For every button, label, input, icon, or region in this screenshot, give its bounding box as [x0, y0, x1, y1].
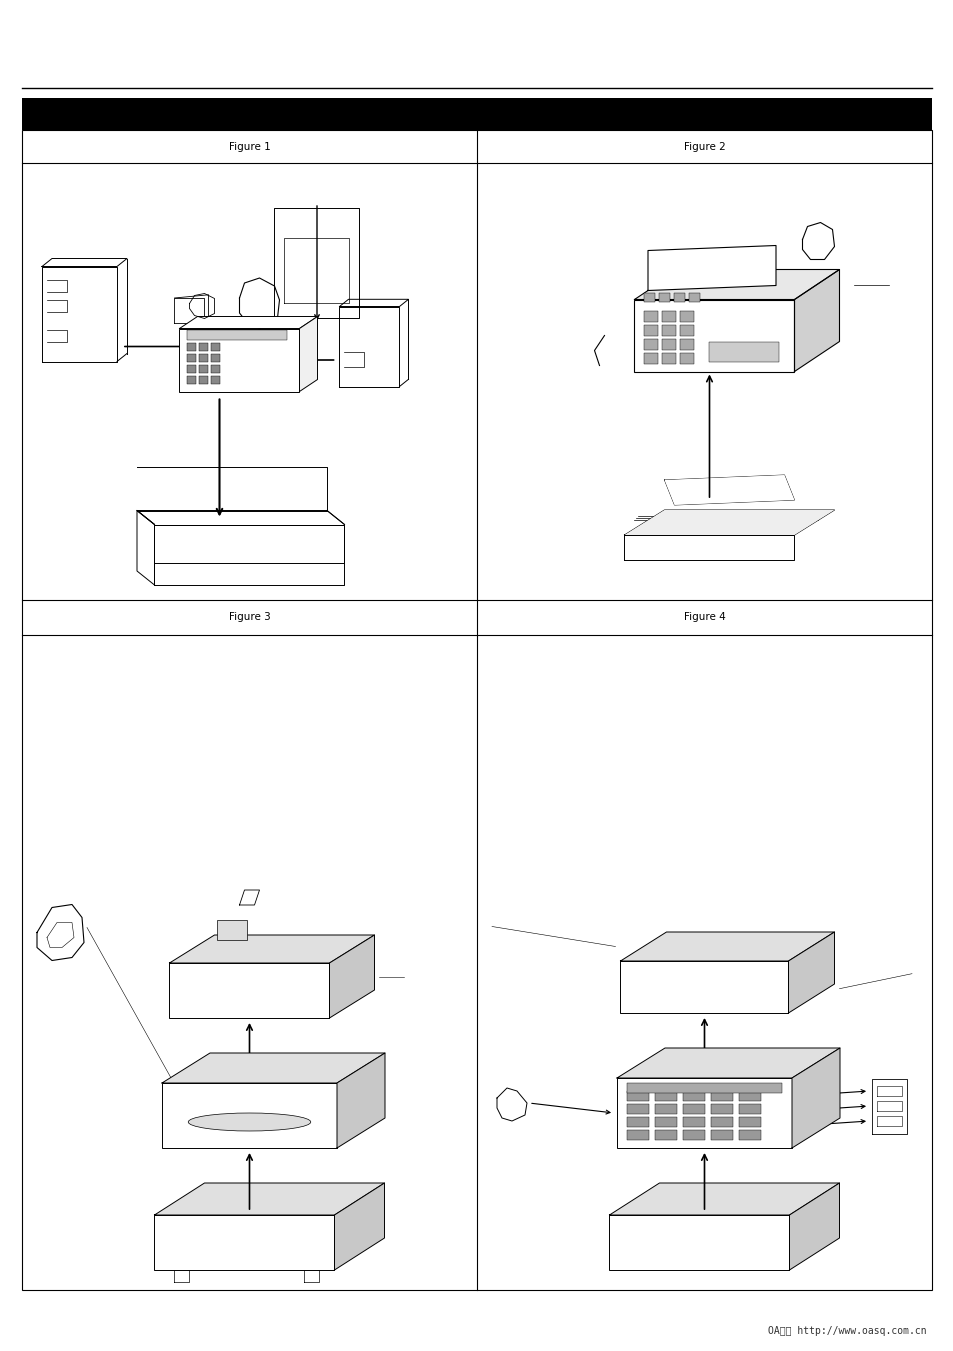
Bar	[212, 365, 220, 373]
Bar	[661, 324, 676, 335]
Bar	[162, 1084, 336, 1148]
Bar	[739, 1092, 760, 1101]
Bar	[682, 1092, 704, 1101]
Polygon shape	[624, 509, 834, 535]
Bar	[170, 963, 329, 1019]
Bar	[710, 1117, 732, 1127]
Bar	[739, 1104, 760, 1115]
Bar	[655, 1117, 677, 1127]
Bar	[661, 339, 676, 350]
Polygon shape	[329, 935, 375, 1019]
Text: Figure 2: Figure 2	[683, 142, 724, 151]
Polygon shape	[335, 1183, 384, 1270]
Bar	[679, 324, 694, 335]
Polygon shape	[634, 269, 839, 300]
Bar	[710, 1092, 732, 1101]
Bar	[188, 376, 196, 384]
Bar	[154, 1215, 335, 1270]
Bar	[689, 293, 700, 301]
Polygon shape	[794, 269, 839, 372]
Bar	[188, 365, 196, 373]
Bar	[710, 1129, 732, 1140]
Bar	[655, 1104, 677, 1115]
Bar	[661, 311, 676, 322]
Bar	[22, 130, 931, 1290]
Bar	[644, 339, 658, 350]
Polygon shape	[619, 932, 834, 961]
Polygon shape	[154, 1183, 384, 1215]
Bar	[659, 293, 670, 301]
Polygon shape	[617, 1048, 840, 1078]
Bar	[644, 353, 658, 363]
Bar	[626, 1092, 648, 1101]
Polygon shape	[299, 316, 317, 392]
Polygon shape	[336, 1052, 385, 1148]
Bar	[626, 1104, 648, 1115]
Polygon shape	[170, 935, 375, 963]
Bar	[179, 328, 299, 392]
Bar	[212, 376, 220, 384]
Polygon shape	[791, 1048, 840, 1148]
Bar	[188, 330, 287, 339]
Bar	[679, 353, 694, 363]
Bar	[644, 324, 658, 335]
Bar	[212, 354, 220, 362]
Polygon shape	[609, 1183, 839, 1215]
Bar	[655, 1129, 677, 1140]
Polygon shape	[497, 1088, 526, 1121]
Polygon shape	[647, 246, 775, 290]
Bar	[661, 353, 676, 363]
Bar	[188, 354, 196, 362]
Polygon shape	[37, 905, 84, 961]
Bar	[644, 311, 658, 322]
Bar	[739, 1117, 760, 1127]
Text: Figure 4: Figure 4	[683, 612, 724, 623]
Polygon shape	[162, 1052, 385, 1084]
Bar	[679, 339, 694, 350]
Bar	[709, 342, 779, 362]
Bar	[710, 1104, 732, 1115]
Text: OA社区 http://www.oasq.com.cn: OA社区 http://www.oasq.com.cn	[767, 1325, 926, 1336]
Bar	[634, 300, 794, 372]
Bar	[609, 1215, 789, 1270]
Bar	[626, 1129, 648, 1140]
Bar	[617, 1078, 791, 1148]
Polygon shape	[179, 316, 317, 328]
Bar	[682, 1104, 704, 1115]
Ellipse shape	[188, 1113, 311, 1131]
Bar	[199, 376, 209, 384]
Bar	[739, 1129, 760, 1140]
Bar	[188, 343, 196, 350]
Bar	[626, 1117, 648, 1127]
Bar	[655, 1092, 677, 1101]
Bar	[644, 293, 655, 301]
Polygon shape	[664, 476, 794, 505]
Bar	[674, 293, 685, 301]
Bar	[679, 311, 694, 322]
Text: Figure 3: Figure 3	[229, 612, 270, 623]
Bar	[199, 354, 209, 362]
Bar	[199, 365, 209, 373]
Bar	[682, 1129, 704, 1140]
Bar	[626, 1084, 781, 1093]
Bar	[217, 920, 247, 940]
Bar	[619, 961, 788, 1013]
Polygon shape	[788, 932, 834, 1013]
Polygon shape	[789, 1183, 839, 1270]
Bar	[22, 99, 931, 130]
Text: Figure 1: Figure 1	[229, 142, 270, 151]
Bar	[682, 1117, 704, 1127]
Bar	[199, 343, 209, 350]
Bar	[212, 343, 220, 350]
